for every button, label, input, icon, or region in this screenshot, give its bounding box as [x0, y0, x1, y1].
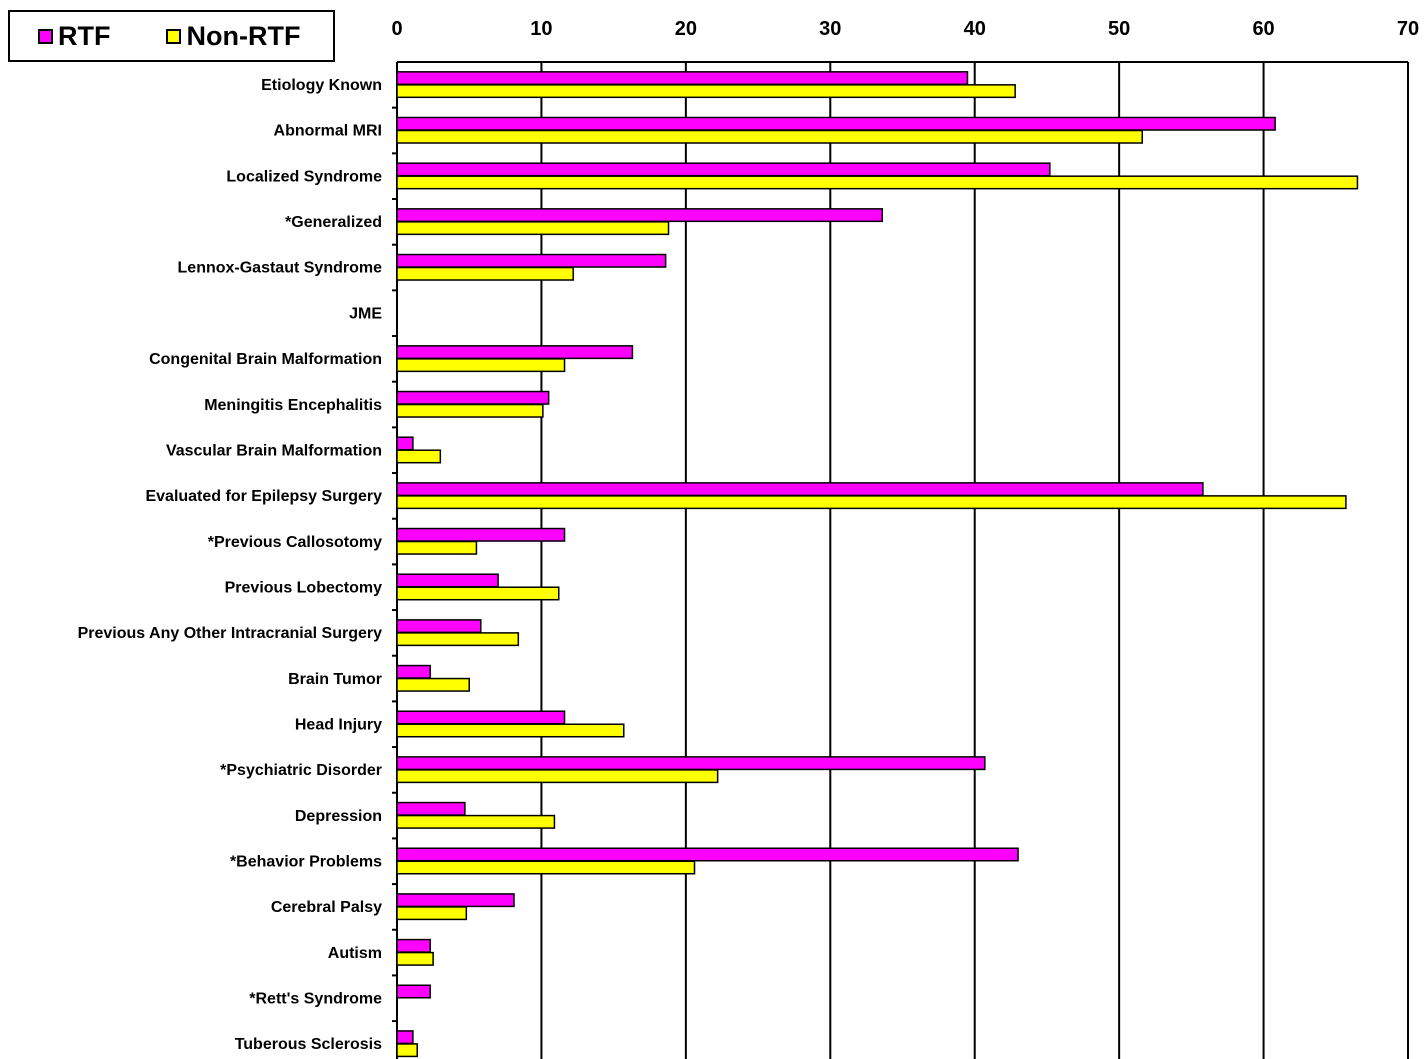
bar-rtf	[396, 893, 515, 908]
bar-rtf	[396, 619, 482, 634]
category-label: Brain Tumor	[288, 671, 382, 688]
bar-rtf	[396, 1030, 414, 1045]
bar-rtf	[396, 847, 1019, 862]
category-label: Previous Lobectomy	[225, 579, 382, 596]
x-tick-label: 10	[530, 18, 552, 40]
bar-non-rtf	[396, 403, 544, 418]
bar-non-rtf	[396, 723, 625, 738]
bar-non-rtf	[396, 586, 560, 601]
bar-rtf	[396, 208, 884, 223]
x-tick-label: 0	[391, 18, 402, 40]
bar-non-rtf	[396, 1043, 418, 1058]
bar-rtf	[396, 482, 1204, 497]
bar-non-rtf	[396, 860, 696, 875]
bar-rtf	[396, 984, 431, 999]
legend-label-non-rtf: Non-RTF	[186, 20, 301, 51]
x-tick-label: 50	[1108, 18, 1130, 40]
legend-swatch-rtf	[38, 28, 53, 44]
category-label: *Previous Callosotomy	[208, 534, 382, 551]
bar-non-rtf	[396, 814, 556, 829]
x-tick-label: 60	[1252, 18, 1274, 40]
category-label: Etiology Known	[261, 77, 382, 94]
legend-item-rtf: RTF	[38, 21, 110, 52]
category-label: Lennox-Gastaut Syndrome	[178, 260, 383, 277]
x-tick-label: 40	[964, 18, 986, 40]
bar-non-rtf	[396, 84, 1016, 99]
x-tick-label: 70	[1397, 18, 1419, 40]
bar-rtf	[396, 390, 550, 405]
bar-non-rtf	[396, 175, 1359, 190]
category-label: Meningitis Encephalitis	[204, 397, 382, 414]
category-label: Previous Any Other Intracranial Surgery	[78, 625, 383, 642]
bar-rtf	[396, 71, 969, 86]
bar-non-rtf	[396, 677, 470, 692]
category-label: Head Injury	[295, 716, 382, 733]
category-label: Evaluated for Epilepsy Surgery	[145, 488, 382, 505]
bar-non-rtf	[396, 906, 468, 921]
bar-rtf	[396, 664, 431, 679]
x-tick-label: 20	[675, 18, 697, 40]
legend: RTF Non-RTF	[8, 10, 335, 62]
x-tick-label: 30	[819, 18, 841, 40]
bar-rtf	[396, 436, 414, 451]
category-label: Vascular Brain Malformation	[166, 442, 382, 459]
bar-non-rtf	[396, 129, 1144, 144]
category-label: Congenital Brain Malformation	[149, 351, 382, 368]
bar-non-rtf	[396, 540, 478, 555]
category-label: *Rett's Syndrome	[249, 990, 382, 1007]
bar-non-rtf	[396, 358, 566, 373]
bar-rtf	[396, 573, 499, 588]
category-label: *Psychiatric Disorder	[220, 762, 382, 779]
bar-non-rtf	[396, 495, 1347, 510]
bar-rtf	[396, 756, 986, 771]
bar-non-rtf	[396, 769, 719, 784]
category-label: Abnormal MRI	[274, 123, 382, 140]
category-label: JME	[349, 305, 382, 322]
bar-rtf	[396, 801, 466, 816]
legend-item-non-rtf: Non-RTF	[166, 21, 300, 52]
bar-non-rtf	[396, 449, 442, 464]
bar-rtf	[396, 710, 566, 725]
category-label: *Generalized	[285, 214, 382, 231]
category-label: Depression	[295, 808, 382, 825]
category-label: Cerebral Palsy	[271, 899, 382, 916]
bar-rtf	[396, 345, 634, 360]
category-label: *Behavior Problems	[230, 853, 382, 870]
bar-non-rtf	[396, 266, 574, 281]
category-label: Autism	[328, 945, 382, 962]
bar-non-rtf	[396, 951, 434, 966]
bar-non-rtf	[396, 221, 670, 236]
bar-rtf	[396, 527, 566, 542]
bar-non-rtf	[396, 632, 520, 647]
bar-rtf	[396, 253, 667, 268]
bar-rtf	[396, 162, 1051, 177]
bar-rtf	[396, 938, 431, 953]
category-label: Tuberous Sclerosis	[235, 1036, 382, 1053]
legend-label-rtf: RTF	[58, 20, 111, 51]
bar-rtf	[396, 116, 1276, 131]
legend-swatch-non-rtf	[166, 28, 182, 44]
category-label: Localized Syndrome	[226, 168, 382, 185]
